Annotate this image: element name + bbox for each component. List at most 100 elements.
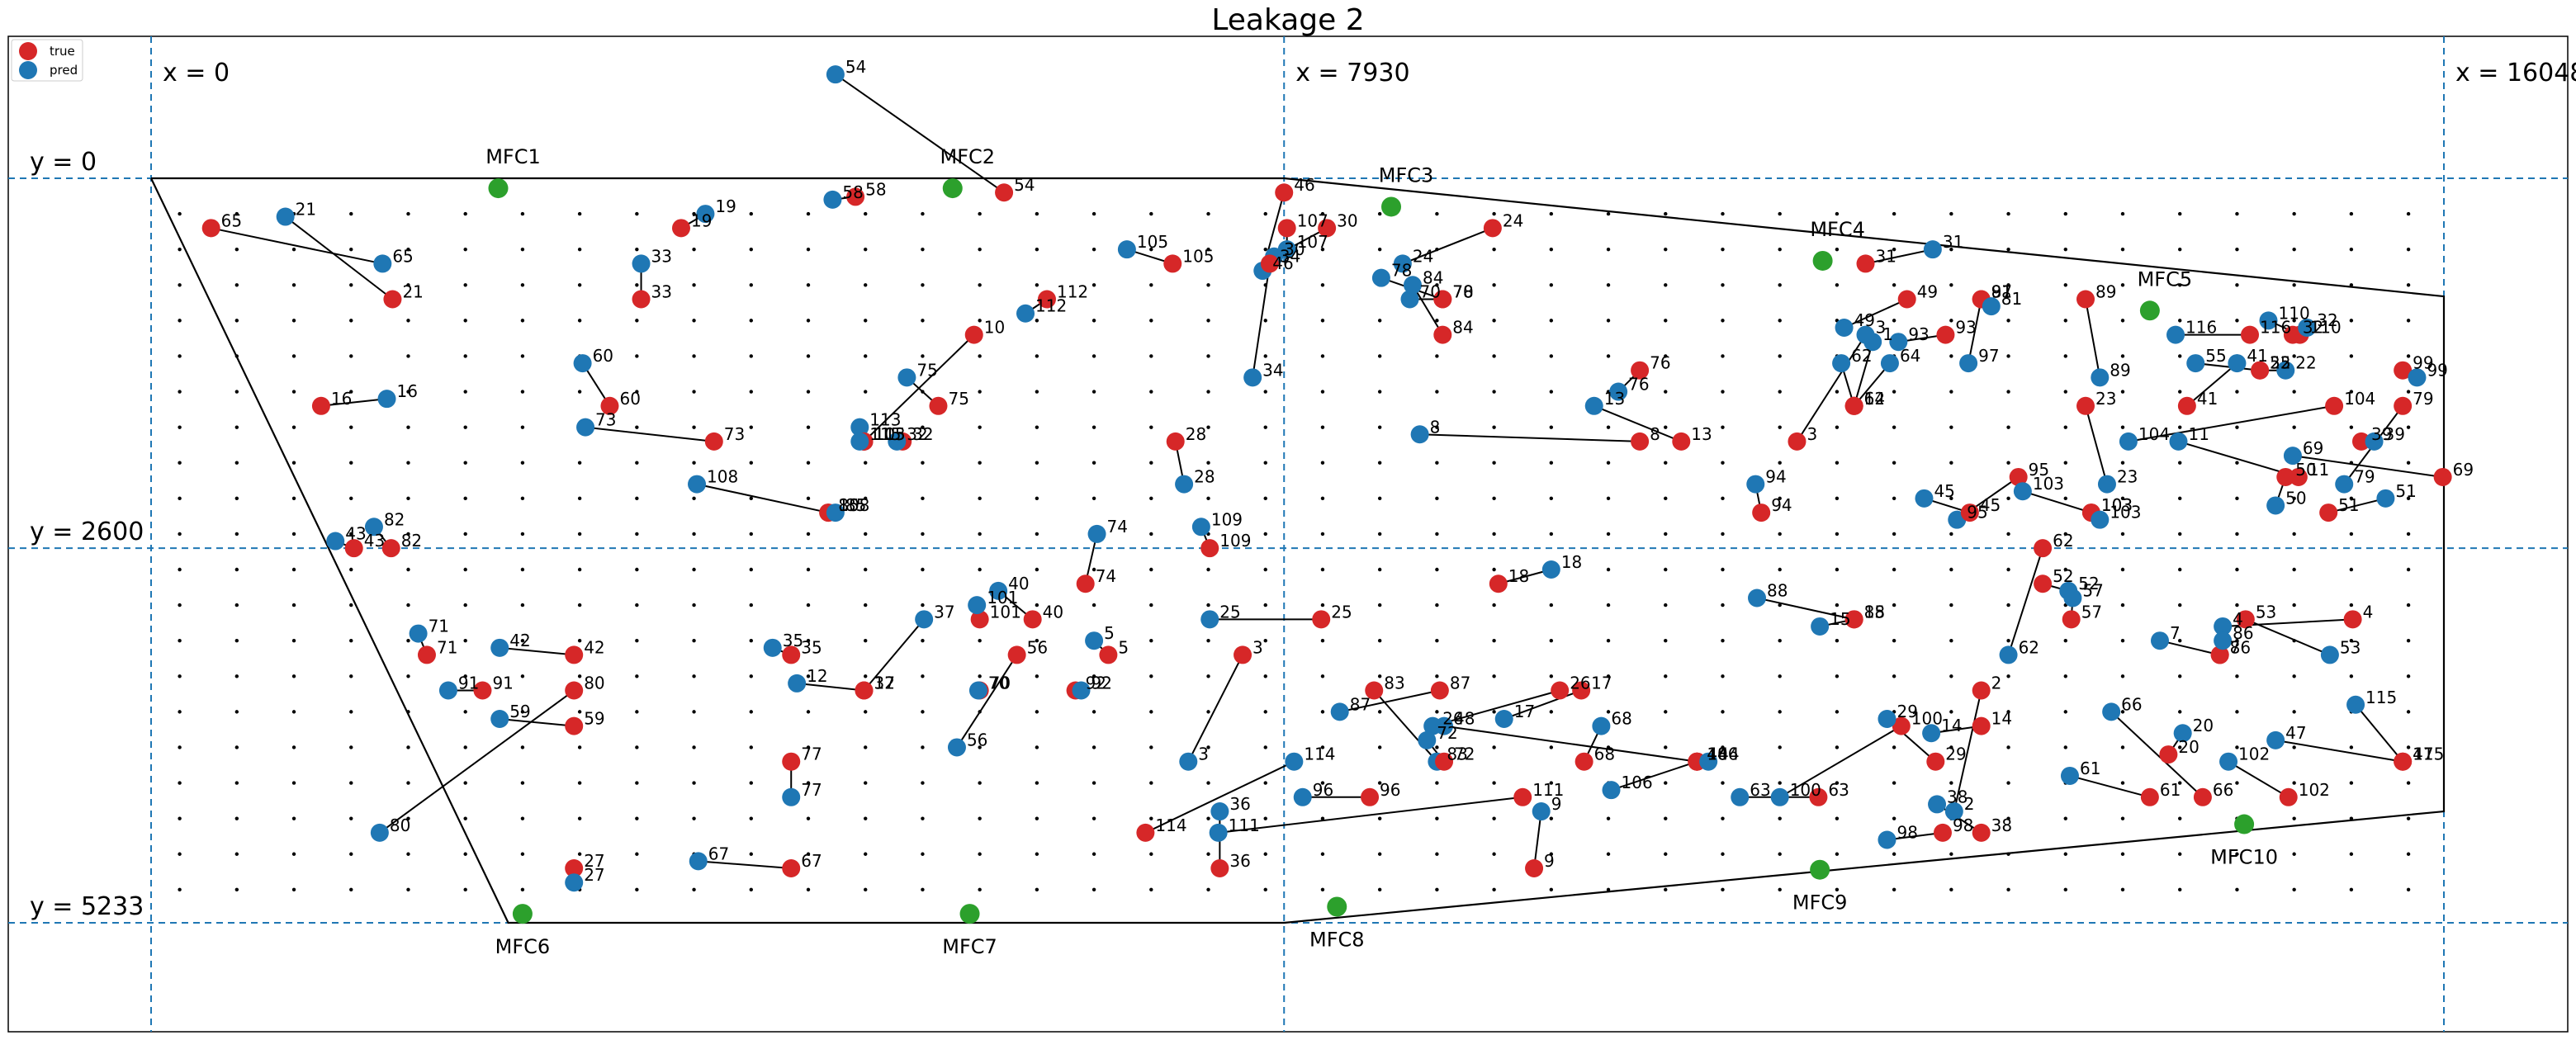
grid-dot [2292,781,2296,785]
grid-dot [1206,638,1210,643]
grid-dot [1721,532,1725,537]
grid-dot [1091,781,1096,785]
pair-link-102 [2228,760,2290,798]
mfc-label-0: MFC1 [485,145,541,168]
grid-dot [1263,247,1267,252]
grid-dot [234,852,239,856]
grid-dot [1263,390,1267,394]
pred-point-label-111: 111 [1229,815,1260,835]
grid-dot [2349,247,2354,252]
grid-dot [2178,674,2182,678]
grid-dot [2235,674,2239,678]
grid-dot [349,852,353,856]
grid-dot [291,496,296,501]
grid-dot [1492,638,1496,643]
grid-dot [921,781,925,785]
pred-point-label-52: 52 [2078,574,2099,593]
pred-point-44 [1699,752,1718,771]
pred-point-47 [2266,730,2285,749]
grid-dot [1492,603,1496,607]
grid-dot [406,425,410,429]
pred-point-92 [1072,681,1091,700]
grid-dot [1721,211,1725,216]
pred-point-label-100: 100 [1790,780,1821,800]
grid-dot [577,781,582,785]
grid-dots [178,211,2411,892]
grid-dot [1091,425,1096,429]
grid-dot [2006,390,2010,394]
grid-dot [1206,816,1210,820]
pair-link-1 [1853,341,1874,407]
grid-dot [692,781,696,785]
grid-dot [1949,425,1953,429]
grid-dot [1892,745,1896,749]
pred-point-32b [2298,318,2317,337]
true-point-label-57: 57 [2081,602,2102,622]
pred-point-label-37: 37 [934,602,954,622]
x-boundary-label-1: x = 7930 [1295,59,1409,87]
grid-dot [1778,745,1782,749]
mfc-marker-1 [942,178,963,199]
y-boundary-label-0: y = 0 [30,148,97,177]
grid-dot [1606,567,1611,572]
grid-dot [2292,354,2296,358]
grid-dot [1377,532,1382,537]
pred-point-109 [1191,518,1210,537]
pred-point-7 [2150,631,2169,650]
grid-dot [349,247,353,252]
grid-dot [1149,425,1153,429]
pred-point-label-79: 79 [2354,467,2375,487]
grid-dot [806,283,811,287]
grid-dot [921,638,925,643]
grid-dot [463,816,467,820]
pred-point-18 [1541,560,1560,579]
grid-dot [2406,354,2411,358]
true-point-label-18: 18 [1508,566,1529,586]
true-point-label-2: 2 [1991,674,2002,693]
pred-point-32 [888,432,907,451]
true-point-116 [2241,325,2260,344]
grid-dot [1435,283,1439,287]
pred-point-81 [1982,297,2001,316]
grid-dot [921,567,925,572]
grid-dot [520,603,525,607]
grid-dot [1149,745,1153,749]
true-point-102 [2279,787,2298,806]
grid-dot [1263,567,1267,572]
true-point-label-67: 67 [801,851,822,871]
grid-dot [520,319,525,323]
grid-dot [463,247,467,252]
pred-point-91 [438,681,457,700]
grid-dot [2063,283,2067,287]
mfc-label-8: MFC9 [1792,891,1848,915]
grid-dot [1664,247,1668,252]
grid-dot [635,710,639,714]
grid-dot [1206,567,1210,572]
pred-point-label-35: 35 [783,631,803,650]
pred-point-63 [1731,787,1750,806]
grid-dot [349,211,353,216]
grid-dot [1320,496,1325,501]
true-point-label-25: 25 [1331,602,1352,622]
grid-dot [1435,390,1439,394]
true-point-4 [2343,610,2362,629]
pred-point-88 [1748,589,1767,607]
true-point-label-38: 38 [1991,815,2012,835]
grid-dot [978,425,982,429]
pred-point-67 [689,852,708,871]
grid-dot [2006,354,2010,358]
grid-dot [1949,745,1953,749]
grid-dot [749,283,753,287]
grid-dot [806,211,811,216]
pred-point-label-73: 73 [595,410,616,430]
grid-dot [349,638,353,643]
grid-dot [1435,425,1439,429]
grid-dot [1320,781,1325,785]
grid-dot [234,638,239,643]
grid-dot [1035,319,1039,323]
pred-point-8 [1410,425,1429,444]
grid-dot [234,425,239,429]
grid-dot [921,461,925,465]
grid-dot [406,354,410,358]
grid-dot [234,710,239,714]
